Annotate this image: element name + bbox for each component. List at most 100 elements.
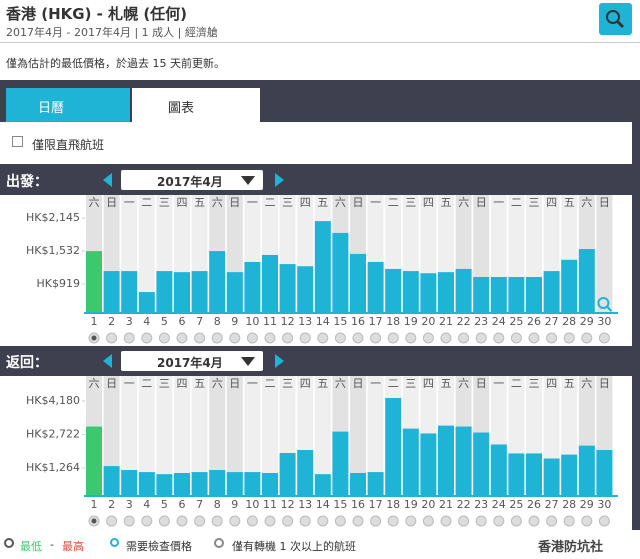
day-radio[interactable]: [510, 332, 522, 344]
day-radio[interactable]: [317, 332, 329, 344]
day-radio[interactable]: [158, 515, 170, 527]
day-radio[interactable]: [440, 515, 452, 527]
day-radio[interactable]: [510, 515, 522, 527]
bar[interactable]: [596, 450, 613, 496]
bar[interactable]: [191, 472, 208, 496]
day-radio[interactable]: [422, 515, 434, 527]
bar[interactable]: [490, 444, 507, 496]
bar[interactable]: [455, 268, 472, 313]
bar[interactable]: [526, 453, 542, 496]
bar[interactable]: [297, 266, 314, 313]
bar[interactable]: [226, 472, 243, 496]
bar[interactable]: [244, 261, 261, 313]
checkbox[interactable]: [12, 136, 23, 147]
day-radio[interactable]: [264, 332, 276, 344]
bar[interactable]: [543, 271, 560, 313]
bar[interactable]: [455, 426, 472, 496]
day-radio[interactable]: [352, 515, 364, 527]
bar[interactable]: [402, 428, 419, 496]
bar[interactable]: [262, 473, 278, 496]
bar[interactable]: [86, 426, 102, 496]
bar[interactable]: [420, 273, 437, 313]
day-radio[interactable]: [581, 332, 593, 344]
day-radio[interactable]: [405, 332, 417, 344]
day-radio[interactable]: [546, 515, 558, 527]
tab-chart[interactable]: 圖表: [132, 88, 260, 122]
day-radio[interactable]: [176, 332, 188, 344]
day-radio[interactable]: [334, 515, 346, 527]
bar[interactable]: [209, 251, 226, 313]
bar[interactable]: [209, 470, 226, 496]
day-radio[interactable]: [422, 332, 434, 344]
day-radio[interactable]: [229, 515, 241, 527]
bar[interactable]: [262, 254, 278, 313]
day-radio[interactable]: [475, 332, 487, 344]
bar[interactable]: [420, 433, 437, 496]
day-radio[interactable]: [158, 332, 170, 344]
day-radio[interactable]: [299, 515, 311, 527]
day-radio[interactable]: [211, 515, 223, 527]
bar[interactable]: [314, 474, 331, 496]
bar[interactable]: [526, 276, 542, 313]
bar[interactable]: [350, 253, 366, 313]
bar[interactable]: [103, 271, 120, 313]
day-radio[interactable]: [546, 332, 558, 344]
day-radio[interactable]: [475, 515, 487, 527]
bar[interactable]: [438, 272, 454, 313]
bar[interactable]: [174, 272, 190, 313]
day-radio[interactable]: [493, 332, 505, 344]
day-radio[interactable]: [317, 515, 329, 527]
bar[interactable]: [156, 474, 173, 496]
search-button[interactable]: [599, 3, 632, 35]
bar[interactable]: [226, 272, 243, 313]
bar[interactable]: [543, 458, 560, 496]
tab-calendar[interactable]: 日曆: [6, 88, 130, 122]
day-radio[interactable]: [370, 332, 382, 344]
day-radio[interactable]: [458, 332, 470, 344]
day-radio[interactable]: [370, 515, 382, 527]
day-radio[interactable]: [246, 515, 258, 527]
month-select[interactable]: 2017年4月: [121, 351, 263, 371]
bar[interactable]: [174, 473, 190, 496]
day-radio[interactable]: [528, 332, 540, 344]
day-radio[interactable]: [563, 332, 575, 344]
prev-arrow[interactable]: [96, 173, 112, 187]
bar[interactable]: [385, 268, 402, 313]
day-radio[interactable]: [106, 332, 118, 344]
bar[interactable]: [121, 271, 138, 313]
day-radio[interactable]: [458, 515, 470, 527]
bar[interactable]: [314, 221, 331, 313]
bar[interactable]: [561, 259, 578, 313]
day-radio[interactable]: [106, 515, 118, 527]
check-price-icon[interactable]: [597, 297, 613, 312]
day-radio[interactable]: [264, 515, 276, 527]
bar[interactable]: [332, 232, 349, 313]
day-radio[interactable]: [598, 332, 610, 344]
day-radio[interactable]: [176, 515, 188, 527]
bar[interactable]: [297, 450, 314, 496]
bar[interactable]: [138, 472, 155, 496]
bar[interactable]: [385, 398, 402, 496]
bar[interactable]: [191, 271, 208, 313]
bar[interactable]: [350, 473, 366, 496]
day-radio[interactable]: [229, 332, 241, 344]
day-radio[interactable]: [141, 332, 153, 344]
bar[interactable]: [438, 425, 454, 496]
bar[interactable]: [121, 470, 138, 496]
bar[interactable]: [508, 276, 525, 313]
bar[interactable]: [156, 271, 173, 313]
bar[interactable]: [490, 276, 507, 313]
day-radio[interactable]: [563, 515, 575, 527]
day-radio[interactable]: [211, 332, 223, 344]
bar[interactable]: [473, 432, 490, 496]
day-radio[interactable]: [282, 332, 294, 344]
day-radio[interactable]: [581, 515, 593, 527]
bar[interactable]: [244, 472, 261, 496]
bar[interactable]: [367, 472, 384, 496]
day-radio[interactable]: [123, 332, 135, 344]
day-radio[interactable]: [598, 515, 610, 527]
bar[interactable]: [138, 292, 155, 313]
bar[interactable]: [561, 454, 578, 496]
bar[interactable]: [279, 264, 296, 313]
day-radio[interactable]: [493, 515, 505, 527]
